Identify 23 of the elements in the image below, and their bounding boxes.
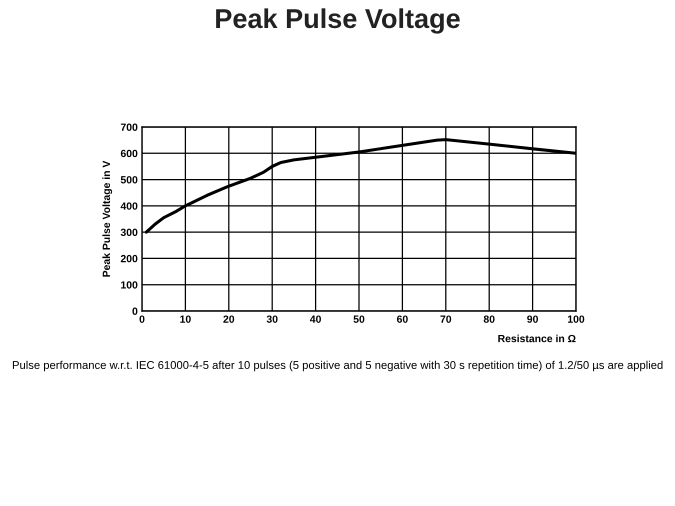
y-tick-label: 700: [120, 124, 138, 131]
text: Pulse performance w.r.t. IEC 61000-4-5 after 10 pulses (5 positive and 5 negative with 30 s repetition time) of 1.2/50 µs are applied: [12, 360, 662, 372]
y-tick-label: 600: [120, 150, 138, 158]
x-tick-label: 70: [440, 315, 452, 323]
x-tick-label: 90: [527, 315, 538, 323]
x-tick-label: 80: [484, 315, 495, 323]
chart-title: Peak Pulse Voltage: [216, 8, 460, 34]
y-tick-label: 100: [121, 281, 138, 289]
x-axis-title: Resistance in Ω: [498, 334, 576, 342]
x-tick-label: 20: [223, 315, 234, 323]
y-tick-label: 500: [120, 176, 138, 184]
x-tick-label: 40: [310, 315, 321, 323]
y-tick-label: 200: [120, 254, 138, 262]
y-tick-label: 400: [120, 202, 138, 210]
y-axis-title: Peak Pulse Voltage in V: [102, 160, 112, 277]
x-tick-label: 10: [180, 315, 191, 323]
x-tick-label: 0: [140, 315, 144, 323]
x-tick-label: 30: [266, 315, 278, 323]
x-tick-label: 60: [396, 315, 408, 323]
y-tick-label: 0: [132, 308, 138, 315]
y-tick-label: 300: [120, 228, 138, 236]
x-tick-label: 50: [354, 315, 364, 323]
x-tick-label: 100: [568, 315, 584, 323]
